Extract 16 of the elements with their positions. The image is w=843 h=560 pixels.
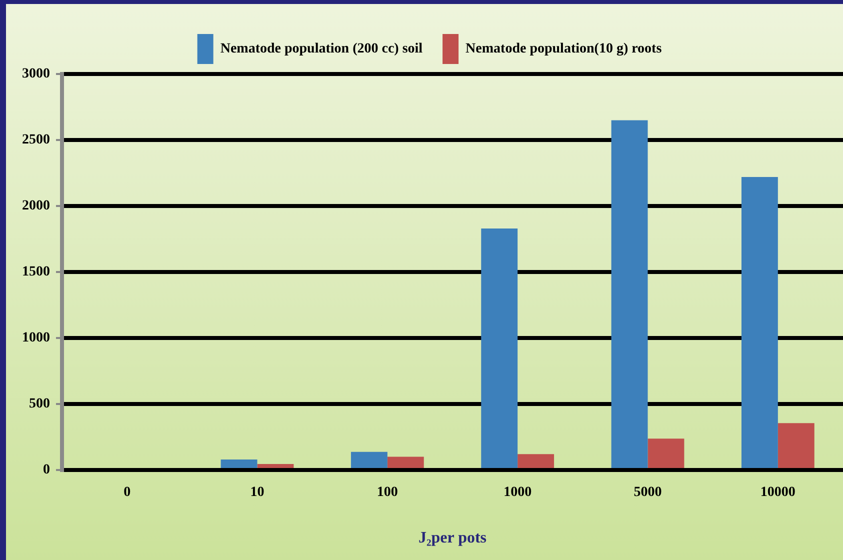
legend-label: Nematode population (200 cc) soil: [220, 42, 423, 57]
y-tick-label: 2500: [22, 132, 50, 148]
y-tick-label: 500: [29, 396, 50, 412]
y-tick-label: 1000: [22, 330, 50, 346]
x-tick-label: 10000: [760, 485, 796, 500]
legend-label: Nematode population(10 g) roots: [466, 42, 662, 57]
x-tick-label: 100: [376, 485, 398, 500]
x-tick-label: 1000: [504, 485, 532, 500]
x-axis-title: J₂per pots: [418, 530, 487, 547]
y-tick-label: 3000: [22, 66, 50, 82]
y-tick-label: 0: [43, 462, 50, 478]
x-tick-label: 10: [250, 485, 264, 500]
x-tick-label: 0: [124, 485, 131, 500]
y-tick-label: 2000: [22, 198, 50, 214]
x-tick-label: 5000: [634, 485, 662, 500]
y-tick-label: 1500: [22, 264, 50, 280]
